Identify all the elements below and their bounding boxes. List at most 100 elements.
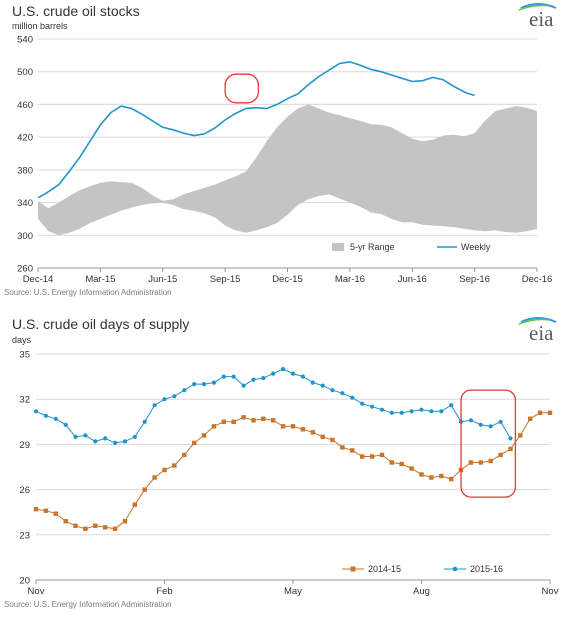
series-2015-16-point [419,407,424,412]
eia-logo-text: eia [529,321,554,345]
series-2014-15-point [429,475,434,480]
series-2015-16-point [261,376,266,381]
chart2-y-tick-label: 32 [19,395,30,406]
series-2015-16-point [221,374,226,379]
chart2-title: U.S. crude oil days of supply [12,316,189,332]
series-2014-15-point [73,523,78,528]
chart1-y-tick-label: 420 [17,133,33,144]
series-2014-15-point [330,437,335,443]
series-2014-15-point [231,419,236,424]
series-2014-15-point [409,466,414,471]
series-2014-15-point [488,458,493,464]
series-2014-15-point [271,418,276,423]
legend-2015-swatch-marker [452,566,458,572]
chart1-logo: eia [518,3,557,31]
series-2014-15-point [83,526,88,531]
series-2015-16-point [122,439,128,444]
chart1-x-tick-label: Dec-14 [23,274,54,285]
series-2015-16-point [389,410,394,415]
series-2015-16-point [192,382,197,387]
chart2-plot [33,367,553,531]
chart1-x-tick-label: Sep-15 [210,274,241,285]
legend-range-swatch [332,243,344,251]
chart2-x-tick-label: Aug [413,586,430,597]
chart2-source: Source: U.S. Energy Information Administ… [4,600,172,609]
series-2014-15-point [350,448,355,453]
series-2015-16-point [33,409,39,414]
chart2-x-tick-label: May [284,586,302,597]
series-2015-16-point [340,391,345,396]
legend-2015-label: 2015-16 [470,564,503,574]
series-2014-15-point [537,410,543,415]
series-2015-16-point [152,403,157,408]
series-2015-16-point [488,424,493,429]
series-2014-15-point [172,463,177,468]
series-2014-15-point [310,430,315,435]
series-2015-16-point [211,380,216,385]
chart2-x-tick-label: Feb [156,586,172,597]
chart1-y-tick-label: 540 [17,35,33,46]
chart1-y-tick-label: 460 [17,100,33,111]
series-2015-16-point [468,418,473,423]
series-2015-16-point [43,413,49,418]
series-2014-15-point [498,452,503,458]
series-2015-16-point [281,367,286,372]
chart1-y-tick-label: 340 [17,198,33,209]
eia-logo-text: eia [529,7,554,31]
series-2015-16-point [449,403,454,408]
series-2015-16-point [379,407,385,412]
series-2014-15-point [112,526,118,531]
series-2015-16-point [498,419,503,424]
series-2014-15-point [63,519,68,524]
series-2014-15-point [241,415,246,420]
chart1-y-tick-label: 380 [17,165,33,176]
series-2014-15-point [122,519,128,524]
series-2015-16-point [172,394,177,399]
series-2014-15-point [192,440,197,446]
chart2-y-tick-label: 23 [19,530,30,541]
series-2014-15-point [93,523,98,528]
series-2015-16-point [439,409,444,414]
series-2014-15-point [142,487,147,492]
series-2014-15-point [369,454,375,459]
series-2014-15-point [132,502,137,507]
series-2015-16-point [320,383,325,388]
series-2014-15-point [508,446,513,452]
chart1-x-tick-label: Sep-16 [459,274,490,285]
chart2-x-tick-label: Nov [28,586,45,597]
series-2015-16-point [251,377,256,382]
series-2015-16-point [231,374,236,379]
chart1-highlight-circle [224,73,260,104]
series-2015-16-point [93,439,98,444]
chart1-legend: 5-yr Range Weekly [332,242,491,252]
series-2015-16-line [35,368,511,444]
chart2-x-tick-label: Nov [542,586,559,597]
series-2015-16-point [113,440,118,445]
series-2014-15-point [300,427,306,432]
series-2015-16-point [399,410,404,415]
series-2015-16-point [290,371,296,376]
series-2014-15-point [280,424,286,429]
series-2014-15-point [379,452,385,458]
series-2014-15-point [290,424,296,429]
series-2015-16-point [182,388,187,393]
series-weekly-line [37,61,475,199]
legend-range-label: 5-yr Range [350,242,395,252]
series-2014-15-point [103,525,108,530]
series-2015-16-point [83,433,88,438]
legend-2014-swatch-marker [350,566,356,572]
legend-weekly-label: Weekly [461,242,491,252]
series-2014-15-point [439,473,444,479]
series-2014-15-point [468,460,474,465]
series-2014-15-point [478,460,483,465]
chart1-title: U.S. crude oil stocks [12,3,140,19]
series-2015-16-point [241,383,246,388]
series-2015-16-point [478,422,483,427]
series-2014-15-point [399,461,404,467]
series-2014-15-point [547,410,553,415]
series-2015-16-point [350,395,355,400]
chart2-ylabel: days [12,335,32,345]
series-2015-16-point [409,409,414,414]
series-2014-15-point [152,475,157,480]
